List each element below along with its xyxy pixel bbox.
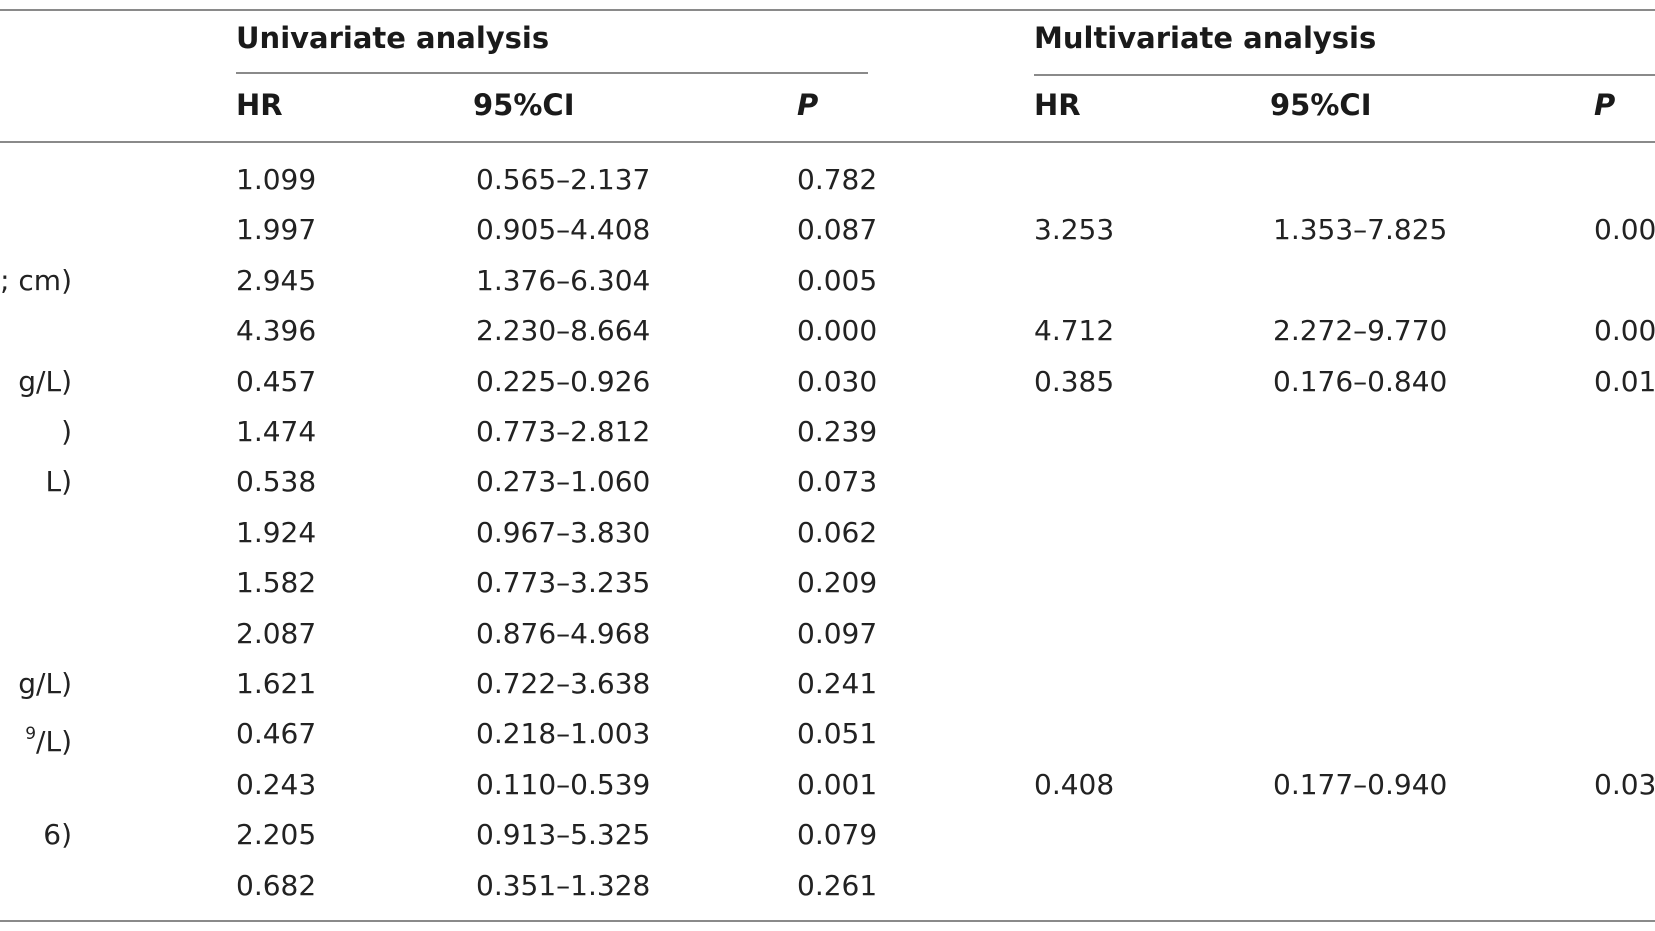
table-bottom-rule <box>0 920 1655 922</box>
uni-hr-cell: 0.467 <box>236 717 317 750</box>
row-label: ) <box>61 415 72 449</box>
uni-hr-cell: 0.243 <box>236 768 317 801</box>
uni-ci-cell: 2.230–8.664 <box>476 314 651 347</box>
uni-ci-cell: 0.722–3.638 <box>476 667 651 700</box>
row-label: 6) <box>43 818 72 852</box>
mv-hr-header: HR <box>1034 88 1081 122</box>
uni-hr-cell: 1.474 <box>236 415 317 448</box>
mv-hr-cell: 0.408 <box>1034 768 1115 801</box>
table-top-rule <box>0 9 1655 11</box>
uni-p-cell: 0.239 <box>797 415 878 448</box>
mv-p-cell: 0.017 <box>1594 365 1655 398</box>
uni-hr-cell: 1.582 <box>236 566 317 599</box>
uni-p-cell: 0.005 <box>797 264 878 297</box>
row-label-text: L) <box>45 465 72 498</box>
uni-hr-cell: 0.682 <box>236 869 317 902</box>
univariate-group-rule <box>236 72 868 74</box>
row-label: g/L) <box>18 365 72 399</box>
multivariate-group-rule <box>1034 74 1655 76</box>
uni-ci-cell: 0.273–1.060 <box>476 465 651 498</box>
mv-p-cell: 0.000 <box>1594 314 1655 347</box>
uni-hr-cell: 1.099 <box>236 163 317 196</box>
uni-p-cell: 0.241 <box>797 667 878 700</box>
uni-p-header: P <box>797 88 819 122</box>
uni-ci-cell: 0.773–3.235 <box>476 566 651 599</box>
mv-ci-cell: 2.272–9.770 <box>1273 314 1448 347</box>
row-label: g/L) <box>18 667 72 701</box>
uni-hr-cell: 2.205 <box>236 818 317 851</box>
uni-p-cell: 0.079 <box>797 818 878 851</box>
header-bottom-rule <box>0 141 1655 143</box>
mv-ci-cell: 1.353–7.825 <box>1273 213 1448 246</box>
mv-hr-cell: 3.253 <box>1034 213 1115 246</box>
multivariate-group-header: Multivariate analysis <box>1034 21 1377 55</box>
uni-hr-cell: 4.396 <box>236 314 317 347</box>
uni-hr-cell: 1.997 <box>236 213 317 246</box>
uni-ci-cell: 0.876–4.968 <box>476 617 651 650</box>
uni-p-cell: 0.087 <box>797 213 878 246</box>
mv-p-header: P <box>1594 88 1616 122</box>
uni-ci-cell: 0.351–1.328 <box>476 869 651 902</box>
mv-ci-cell: 0.177–0.940 <box>1273 768 1448 801</box>
uni-ci-cell: 0.773–2.812 <box>476 415 651 448</box>
uni-p-cell: 0.097 <box>797 617 878 650</box>
uni-p-cell: 0.261 <box>797 869 878 902</box>
mv-ci-cell: 0.176–0.840 <box>1273 365 1448 398</box>
row-label-text: 6) <box>43 818 72 851</box>
uni-hr-cell: 0.538 <box>236 465 317 498</box>
uni-ci-header: 95%CI <box>473 88 575 122</box>
univariate-group-header: Univariate analysis <box>236 21 550 55</box>
uni-ci-cell: 0.225–0.926 <box>476 365 651 398</box>
uni-ci-cell: 0.110–0.539 <box>476 768 651 801</box>
row-label-text: g/L) <box>18 365 72 398</box>
mv-ci-header: 95%CI <box>1270 88 1372 122</box>
uni-ci-cell: 0.905–4.408 <box>476 213 651 246</box>
uni-p-cell: 0.209 <box>797 566 878 599</box>
uni-p-cell: 0.073 <box>797 465 878 498</box>
uni-hr-header: HR <box>236 88 283 122</box>
uni-p-cell: 0.030 <box>797 365 878 398</box>
uni-ci-cell: 0.967–3.830 <box>476 516 651 549</box>
row-label-tail: /L) <box>36 725 72 758</box>
uni-ci-cell: 0.565–2.137 <box>476 163 651 196</box>
row-label-text: g/L) <box>18 667 72 700</box>
uni-p-cell: 0.001 <box>797 768 878 801</box>
uni-hr-cell: 2.945 <box>236 264 317 297</box>
uni-hr-cell: 0.457 <box>236 365 317 398</box>
mv-hr-cell: 4.712 <box>1034 314 1115 347</box>
uni-p-cell: 0.000 <box>797 314 878 347</box>
uni-p-cell: 0.051 <box>797 717 878 750</box>
uni-hr-cell: 1.924 <box>236 516 317 549</box>
row-label: 2; cm) <box>0 264 72 298</box>
uni-ci-cell: 1.376–6.304 <box>476 264 651 297</box>
uni-hr-cell: 1.621 <box>236 667 317 700</box>
row-label-text: ) <box>61 415 72 448</box>
uni-ci-cell: 0.218–1.003 <box>476 717 651 750</box>
uni-hr-cell: 2.087 <box>236 617 317 650</box>
mv-hr-cell: 0.385 <box>1034 365 1115 398</box>
mv-p-cell: 0.008 <box>1594 213 1655 246</box>
row-label: 9/L) <box>25 717 72 759</box>
mv-p-cell: 0.035 <box>1594 768 1655 801</box>
row-label: L) <box>45 465 72 499</box>
uni-ci-cell: 0.913–5.325 <box>476 818 651 851</box>
uni-p-cell: 0.062 <box>797 516 878 549</box>
row-label-superscript: 9 <box>25 724 37 744</box>
uni-p-cell: 0.782 <box>797 163 878 196</box>
row-label-text: 2; cm) <box>0 264 72 297</box>
